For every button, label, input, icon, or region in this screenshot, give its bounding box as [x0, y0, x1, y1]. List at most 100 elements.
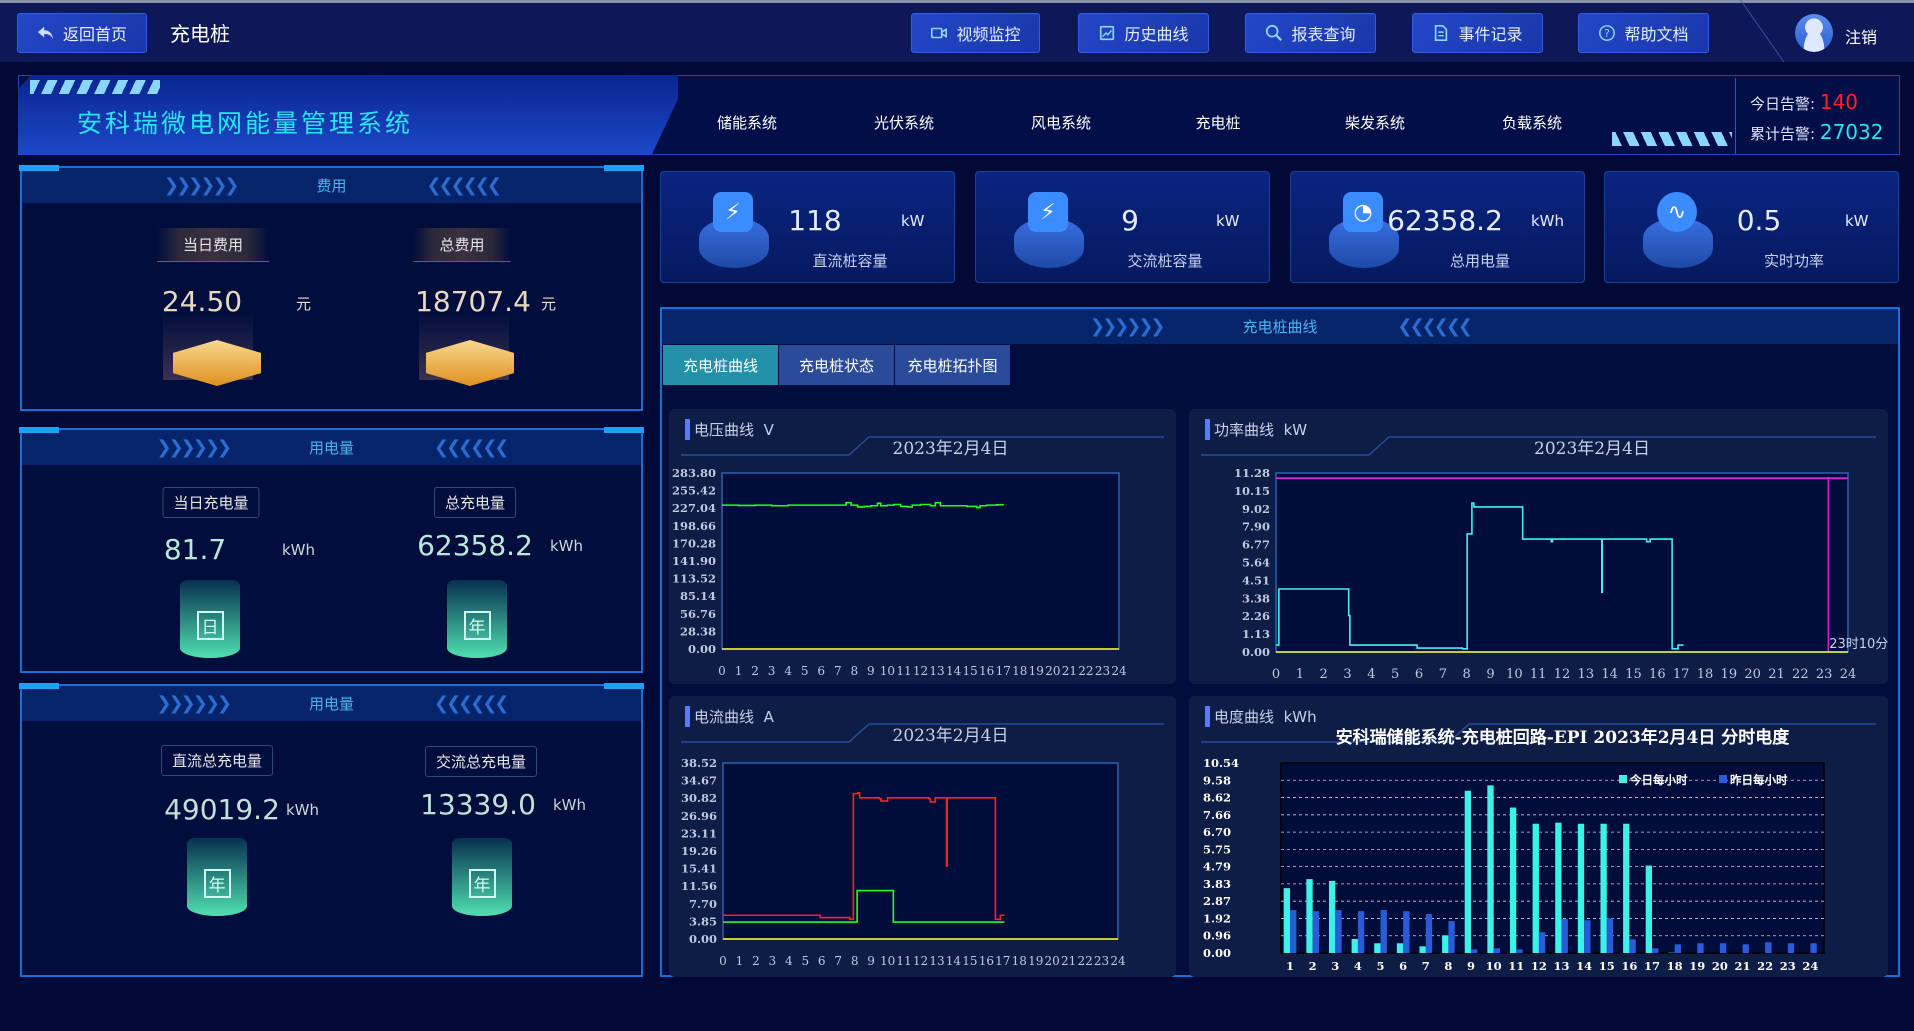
total-charge-value: 62358.2 — [417, 529, 533, 562]
x-tick-label: 5 — [801, 664, 809, 678]
bar-yesterday — [1538, 932, 1546, 953]
x-tick-label: 3 — [768, 664, 776, 678]
video-monitor-button[interactable]: 视频监控 — [911, 13, 1040, 53]
avatar[interactable] — [1795, 14, 1833, 52]
total-alarm[interactable]: 累计告警: 27032 — [1750, 120, 1883, 144]
decorative-stripes — [1612, 132, 1732, 146]
tab-diesel-system[interactable]: 柴发系统 — [1296, 105, 1454, 139]
x-tick-label: 9 — [867, 664, 875, 678]
stat-value: 9 — [1121, 204, 1139, 237]
x-tick-label: 5 — [1391, 667, 1399, 682]
tab-charging-topology[interactable]: 充电桩拓扑图 — [895, 345, 1010, 385]
total-cost-unit: 元 — [541, 295, 557, 313]
y-tick-label: 10.15 — [1234, 484, 1270, 498]
time-marker-label: 23时10分 — [1829, 637, 1888, 652]
x-tick-label: 4 — [784, 664, 792, 678]
x-tick-label: 10 — [1486, 959, 1502, 973]
total-cost-value: 18707.4 — [415, 285, 531, 318]
stat-label: 直流桩容量 — [812, 252, 888, 270]
panel-header: ❯❯❯❯❯❯ 用电量 ❮❮❮❮❮❮ — [22, 430, 641, 465]
x-tick-label: 0 — [718, 664, 726, 678]
bar-yesterday — [1697, 943, 1704, 953]
tab-charging-curve[interactable]: 充电桩曲线 — [663, 345, 778, 385]
system-title: 安科瑞微电网能量管理系统 — [77, 109, 414, 138]
dc-total-charge-unit: kWh — [286, 801, 320, 819]
tab-pv-system[interactable]: 光伏系统 — [825, 105, 983, 139]
back-home-button[interactable]: 返回首页 — [17, 13, 147, 53]
y-tick-label: 7.66 — [1203, 808, 1231, 822]
y-tick-label: 0.96 — [1203, 929, 1231, 943]
daily-cost-unit: 元 — [296, 295, 312, 313]
y-tick-label: 26.96 — [681, 809, 717, 823]
stat-value: 62358.2 — [1387, 204, 1503, 237]
logout-link[interactable]: 注销 — [1845, 28, 1878, 47]
power-chart-svg: 2023年2月4日 11.28 10.15 9.02 7.90 6.77 5.64 4.51 3… — [1201, 436, 1888, 682]
help-docs-button[interactable]: ? 帮助文档 — [1578, 13, 1709, 53]
x-tick-label: 21 — [1768, 667, 1785, 682]
bar-yesterday — [1787, 943, 1795, 953]
y-tick-label: 6.77 — [1242, 538, 1270, 552]
total-alarm-label: 累计告警: — [1750, 125, 1816, 143]
bar-yesterday — [1674, 944, 1682, 953]
chart-title: 电压曲线 V — [685, 419, 774, 440]
chart-subtitle: 安科瑞储能系统-充电桩回路-EPI 2023年2月4日 分时电度 — [1336, 727, 1791, 748]
panel-title: 用电量 — [308, 695, 354, 713]
stat-label: 交流桩容量 — [1127, 252, 1203, 270]
y-tick-label: 19.26 — [681, 844, 717, 858]
calendar-icon-text: 日 — [196, 610, 224, 640]
x-tick-label: 11 — [896, 954, 911, 968]
tab-charging-pile[interactable]: 充电桩 — [1139, 105, 1297, 139]
x-tick-label: 20 — [1712, 959, 1728, 973]
tab-label: 负载系统 — [1501, 113, 1562, 132]
y-tick-label: 9.02 — [1242, 502, 1270, 516]
bar-yesterday — [1810, 943, 1817, 953]
y-tick-label: 23.11 — [681, 826, 717, 840]
stat-card-dc-capacity: ⚡ 118 kW 直流桩容量 — [660, 171, 955, 283]
x-tick-label: 2 — [751, 664, 759, 678]
y-tick-label: 2.87 — [1203, 894, 1231, 908]
document-icon — [1435, 24, 1448, 42]
history-curve-button[interactable]: 历史曲线 — [1078, 13, 1209, 53]
calendar-day-icon: 日 — [180, 580, 240, 658]
panel-title: 用电量 — [308, 439, 354, 457]
x-tick-label: 19 — [1689, 959, 1705, 973]
bar-yesterday — [1516, 949, 1523, 953]
y-tick-label: 11.28 — [1234, 466, 1270, 480]
today-alarm[interactable]: 今日告警: 140 — [1750, 90, 1858, 114]
tab-wind-system[interactable]: 风电系统 — [982, 105, 1140, 139]
chart-subtitle: 2023年2月4日 — [1534, 439, 1650, 459]
x-tick-label: 23 — [1094, 954, 1109, 968]
y-tick-label: 141.90 — [672, 554, 716, 568]
y-tick-label: 8.62 — [1203, 791, 1231, 805]
legend-label: 昨日每小时 — [1730, 773, 1788, 787]
x-tick-label: 0 — [719, 954, 727, 968]
y-tick-label: 198.66 — [672, 519, 716, 533]
x-tick-label: 14 — [1576, 959, 1592, 973]
x-tick-label: 12 — [1531, 959, 1547, 973]
tab-charging-status[interactable]: 充电桩状态 — [779, 345, 894, 385]
x-tick-label: 14 — [946, 664, 962, 678]
panel-header: ❯❯❯❯❯❯ 充电桩曲线 ❮❮❮❮❮❮ — [662, 309, 1898, 344]
x-tick-label: 24 — [1111, 664, 1127, 678]
chart-title: 电度曲线 kWh — [1205, 706, 1317, 727]
bar-yesterday — [1652, 948, 1659, 953]
stat-unit: kW — [1216, 212, 1240, 230]
tab-storage-system[interactable]: 储能系统 — [668, 105, 826, 139]
bar-today — [1419, 946, 1426, 953]
x-tick-label: 21 — [1061, 954, 1076, 968]
header-divider-line — [1201, 436, 1876, 456]
stat-unit: kW — [1845, 212, 1869, 230]
event-log-button[interactable]: 事件记录 — [1412, 13, 1543, 53]
dc-total-charge-label: 直流总充电量 — [160, 745, 274, 776]
report-query-button[interactable]: 报表查询 — [1245, 13, 1376, 53]
y-tick-label: 0.00 — [1203, 946, 1231, 960]
stat-card-ac-capacity: ⚡ 9 kW 交流桩容量 — [975, 171, 1270, 283]
tab-load-system[interactable]: 负载系统 — [1453, 105, 1611, 139]
x-tick-label: 18 — [1012, 954, 1027, 968]
daily-cost-value: 24.50 — [161, 285, 243, 318]
x-tick-label: 8 — [851, 664, 859, 678]
video-icon — [931, 27, 948, 39]
y-tick-label: 3.85 — [689, 914, 717, 928]
bar-today — [1464, 790, 1472, 953]
y-tick-label: 283.80 — [672, 466, 716, 480]
